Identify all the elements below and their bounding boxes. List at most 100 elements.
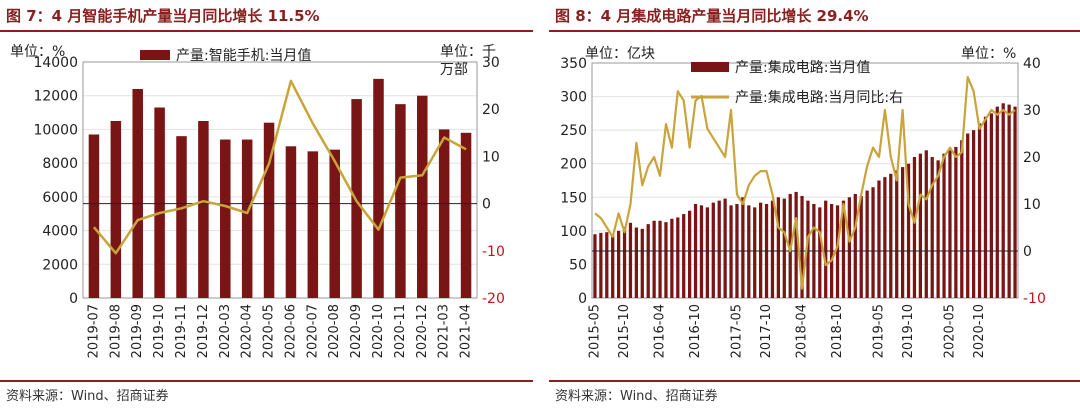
bar bbox=[871, 187, 875, 298]
x-tick-label: 2019-12 bbox=[196, 304, 211, 358]
y-tick-left: 2000 bbox=[42, 257, 78, 273]
bar bbox=[824, 200, 828, 298]
bar bbox=[687, 210, 692, 298]
y-tick-right: 40 bbox=[1023, 56, 1041, 72]
x-tick-label: 2020-09 bbox=[349, 304, 364, 358]
bar bbox=[859, 195, 863, 298]
x-tick-label: 2019-09 bbox=[130, 304, 145, 358]
bar bbox=[670, 218, 674, 298]
x-tick-label: 2020-05 bbox=[262, 304, 277, 358]
bar bbox=[711, 202, 715, 298]
bar bbox=[717, 200, 721, 298]
plot-frame bbox=[82, 61, 478, 299]
bar bbox=[1007, 104, 1011, 298]
bar bbox=[611, 235, 615, 298]
bar bbox=[841, 200, 846, 298]
figure-8-chart: 0 50 100 150 200 250 300 350 -10 0 10 20 30 40 2015-05… bbox=[560, 46, 1046, 358]
bar bbox=[646, 224, 650, 298]
y-tick-right: 20 bbox=[482, 102, 500, 118]
bar bbox=[960, 140, 964, 298]
bar bbox=[912, 157, 917, 298]
bar bbox=[622, 226, 627, 298]
bar bbox=[351, 99, 362, 298]
bar bbox=[263, 122, 275, 298]
bar bbox=[616, 230, 621, 298]
bar bbox=[634, 227, 639, 298]
bar bbox=[906, 163, 911, 298]
bar bbox=[865, 190, 869, 298]
bar bbox=[676, 217, 680, 298]
x-tick-label: 2020-07 bbox=[305, 304, 320, 358]
series-line bbox=[594, 75, 1016, 290]
bar bbox=[132, 88, 143, 298]
x-tick-label: 2020-11 bbox=[393, 304, 408, 358]
figure-7-source: 资料来源：Wind、招商证券 bbox=[6, 389, 169, 404]
source-rule bbox=[549, 380, 1080, 382]
bar bbox=[729, 205, 733, 298]
bar bbox=[895, 170, 899, 298]
x-tick-label: 2021-04 bbox=[459, 304, 474, 358]
x-tick-label: 2020-12 bbox=[415, 304, 430, 358]
series-line bbox=[92, 79, 467, 255]
bar bbox=[699, 205, 704, 298]
y-tick-right: 10 bbox=[1023, 197, 1041, 213]
y-tick-left: 100 bbox=[560, 224, 587, 240]
y-tick-left: 250 bbox=[560, 123, 587, 139]
x-tick-label: 2020-10 bbox=[371, 304, 386, 358]
bar bbox=[176, 136, 187, 298]
bar bbox=[900, 167, 905, 298]
y-tick-right: 20 bbox=[1023, 150, 1041, 166]
bar bbox=[818, 207, 822, 298]
y-tick-left: 12000 bbox=[33, 89, 78, 105]
x-tick-label: 2018-04 bbox=[795, 304, 810, 358]
bar bbox=[966, 133, 970, 298]
figure-7-title: 图 7：4 月智能手机产量当月同比增长 11.5% bbox=[6, 7, 320, 25]
bar bbox=[154, 107, 165, 298]
bar bbox=[794, 191, 798, 298]
y-tick-left: 350 bbox=[560, 56, 587, 72]
figure-8-source: 资料来源：Wind、招商证券 bbox=[555, 389, 718, 404]
y-tick-left: 8000 bbox=[42, 156, 78, 172]
bar bbox=[640, 228, 644, 298]
x-tick-label: 2021-03 bbox=[437, 304, 452, 358]
y-tick-left: 14000 bbox=[33, 55, 78, 71]
bar bbox=[373, 78, 384, 298]
unit-right: 单位：% bbox=[961, 46, 1016, 62]
bar bbox=[1013, 106, 1017, 299]
figure-7-chart: 0 2000 4000 6000 8000 10000 12000 14000 -20 -10 0 1… bbox=[10, 44, 505, 358]
bar bbox=[877, 180, 881, 298]
x-tick-label: 2020-10 bbox=[972, 304, 987, 358]
y-tick-right: 10 bbox=[482, 149, 500, 165]
bar bbox=[605, 232, 609, 298]
y-tick-left: 200 bbox=[560, 157, 587, 173]
bar bbox=[847, 197, 852, 298]
bar bbox=[723, 198, 727, 298]
x-tick-label: 2020-05 bbox=[942, 304, 957, 358]
bar bbox=[800, 195, 804, 298]
bar bbox=[936, 160, 940, 298]
bar bbox=[995, 106, 999, 299]
y-tick-left: 0 bbox=[69, 291, 78, 307]
bar bbox=[942, 153, 946, 298]
unit-right: 单位：千 bbox=[440, 44, 496, 60]
y-tick-left: 50 bbox=[569, 257, 587, 273]
x-tick-label: 2019-07 bbox=[86, 304, 101, 358]
bar bbox=[1001, 103, 1005, 299]
bar bbox=[395, 104, 406, 299]
x-tick-label: 2020-06 bbox=[283, 304, 298, 358]
legend-label: 产量:集成电路:当月值 bbox=[735, 59, 870, 76]
bar bbox=[930, 157, 934, 298]
bar bbox=[918, 153, 923, 298]
bar bbox=[889, 173, 893, 298]
figure-8-panel: 图 8：4 月集成电路产量当月同比增长 29.4% 0 50 100 150 200 25… bbox=[549, 0, 1080, 414]
legend-bar-swatch bbox=[691, 62, 729, 72]
bar bbox=[307, 151, 319, 298]
y-tick-left: 10000 bbox=[33, 122, 78, 138]
x-tick-label: 2020-08 bbox=[327, 304, 342, 358]
x-tick-label: 2016-10 bbox=[688, 304, 703, 358]
bar bbox=[198, 121, 209, 298]
x-tick-label: 2015-05 bbox=[587, 304, 602, 358]
bar bbox=[593, 234, 597, 298]
x-tick-label: 2015-10 bbox=[617, 304, 632, 358]
bar bbox=[835, 205, 840, 298]
